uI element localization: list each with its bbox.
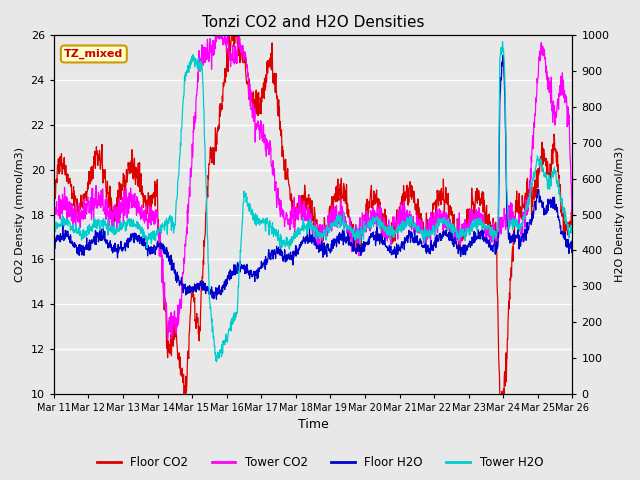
Y-axis label: H2O Density (mmol/m3): H2O Density (mmol/m3) bbox=[615, 147, 625, 282]
Legend: Floor CO2, Tower CO2, Floor H2O, Tower H2O: Floor CO2, Tower CO2, Floor H2O, Tower H… bbox=[92, 452, 548, 474]
Y-axis label: CO2 Density (mmol/m3): CO2 Density (mmol/m3) bbox=[15, 147, 25, 282]
Text: TZ_mixed: TZ_mixed bbox=[64, 49, 124, 59]
Title: Tonzi CO2 and H2O Densities: Tonzi CO2 and H2O Densities bbox=[202, 15, 424, 30]
X-axis label: Time: Time bbox=[298, 419, 328, 432]
